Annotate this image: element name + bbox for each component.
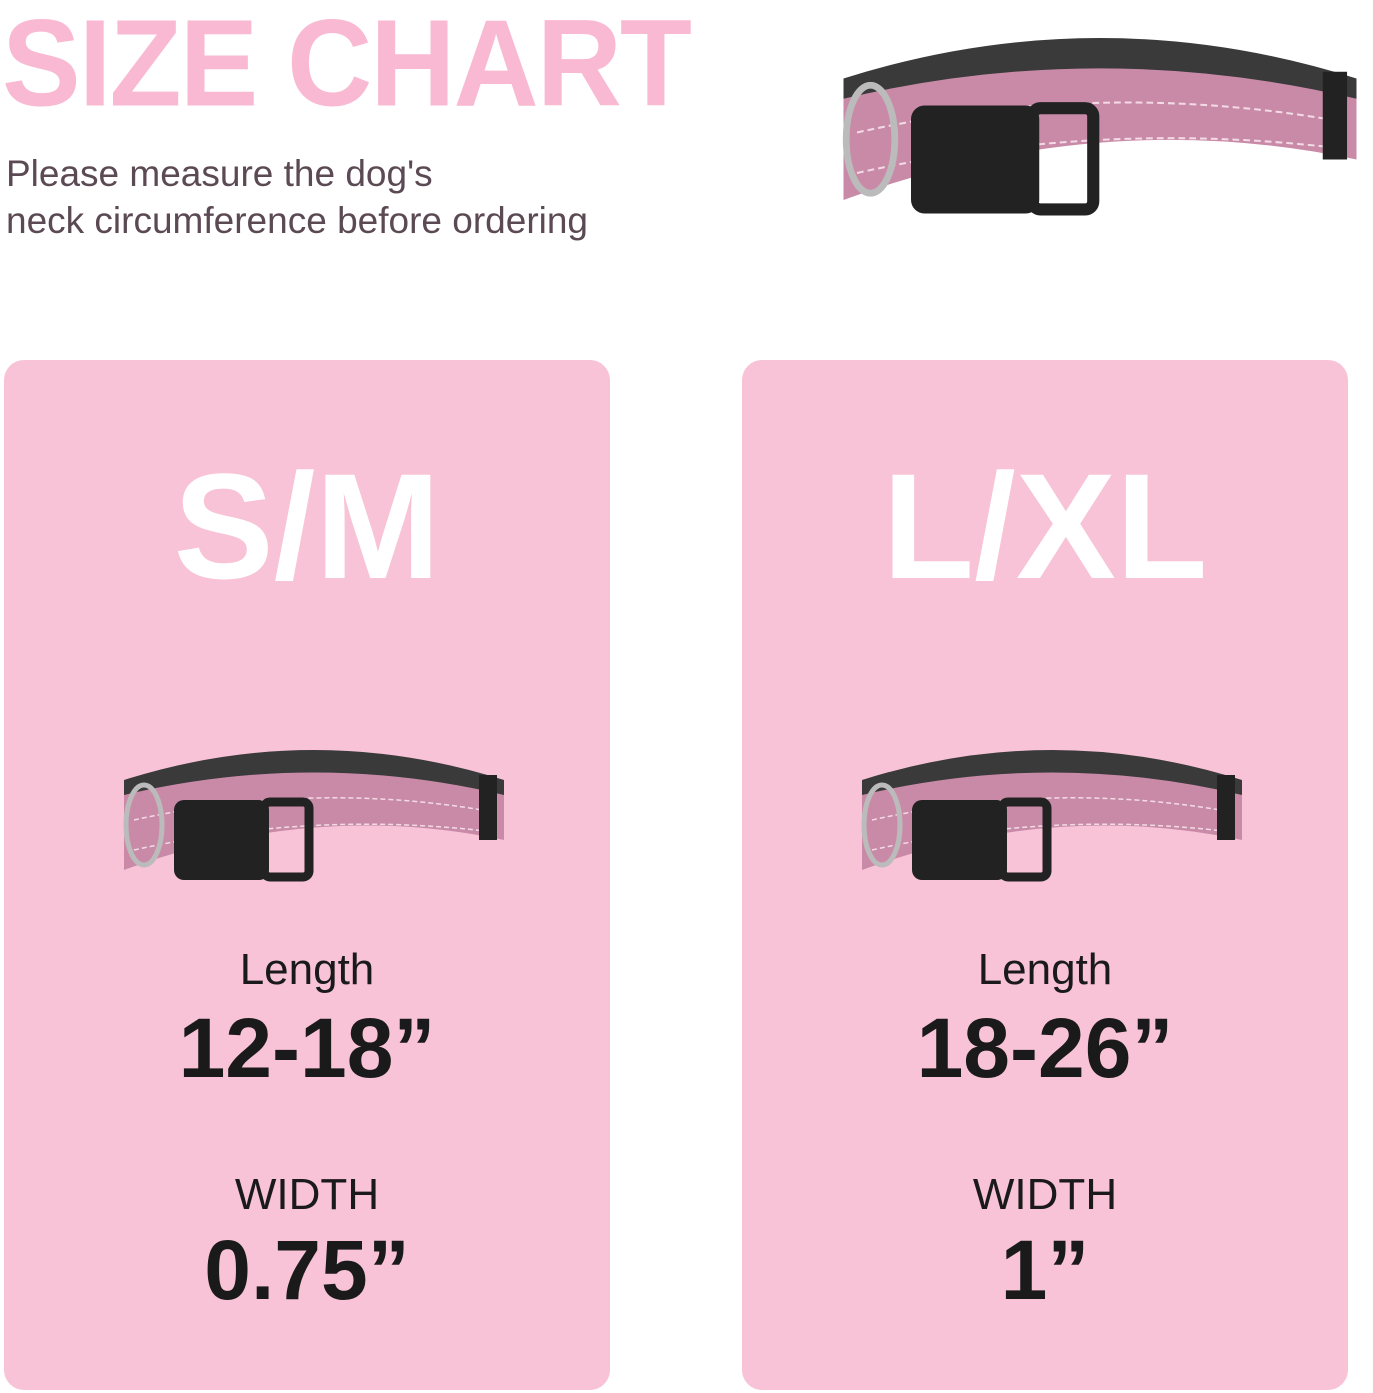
subtitle-line: neck circumference before ordering bbox=[6, 200, 589, 241]
size-name: L/XL bbox=[882, 442, 1208, 610]
size-card-lxl: L/XL Length 18-26” WIDTH 1” bbox=[742, 360, 1348, 1390]
size-card-sm: S/M Length 12-18” WIDTH 0.75” bbox=[4, 360, 610, 1390]
collar-image bbox=[842, 38, 1357, 216]
subtitle-line: Please measure the dog's bbox=[6, 153, 433, 194]
width-value: 1” bbox=[1000, 1223, 1090, 1317]
width-label: WIDTH bbox=[972, 1170, 1118, 1219]
size-name: S/M bbox=[173, 442, 441, 610]
collar-image bbox=[852, 740, 1252, 900]
subtitle: Please measure the dog's neck circumfere… bbox=[6, 150, 588, 244]
length-value: 18-26” bbox=[916, 1001, 1174, 1095]
width-label: WIDTH bbox=[234, 1170, 380, 1219]
width-value: 0.75” bbox=[204, 1223, 410, 1317]
length-value: 12-18” bbox=[178, 1001, 436, 1095]
length-label: Length bbox=[239, 945, 375, 994]
page-title: SIZE CHART bbox=[2, 0, 692, 133]
length-label: Length bbox=[977, 945, 1113, 994]
collar-image bbox=[114, 740, 514, 900]
